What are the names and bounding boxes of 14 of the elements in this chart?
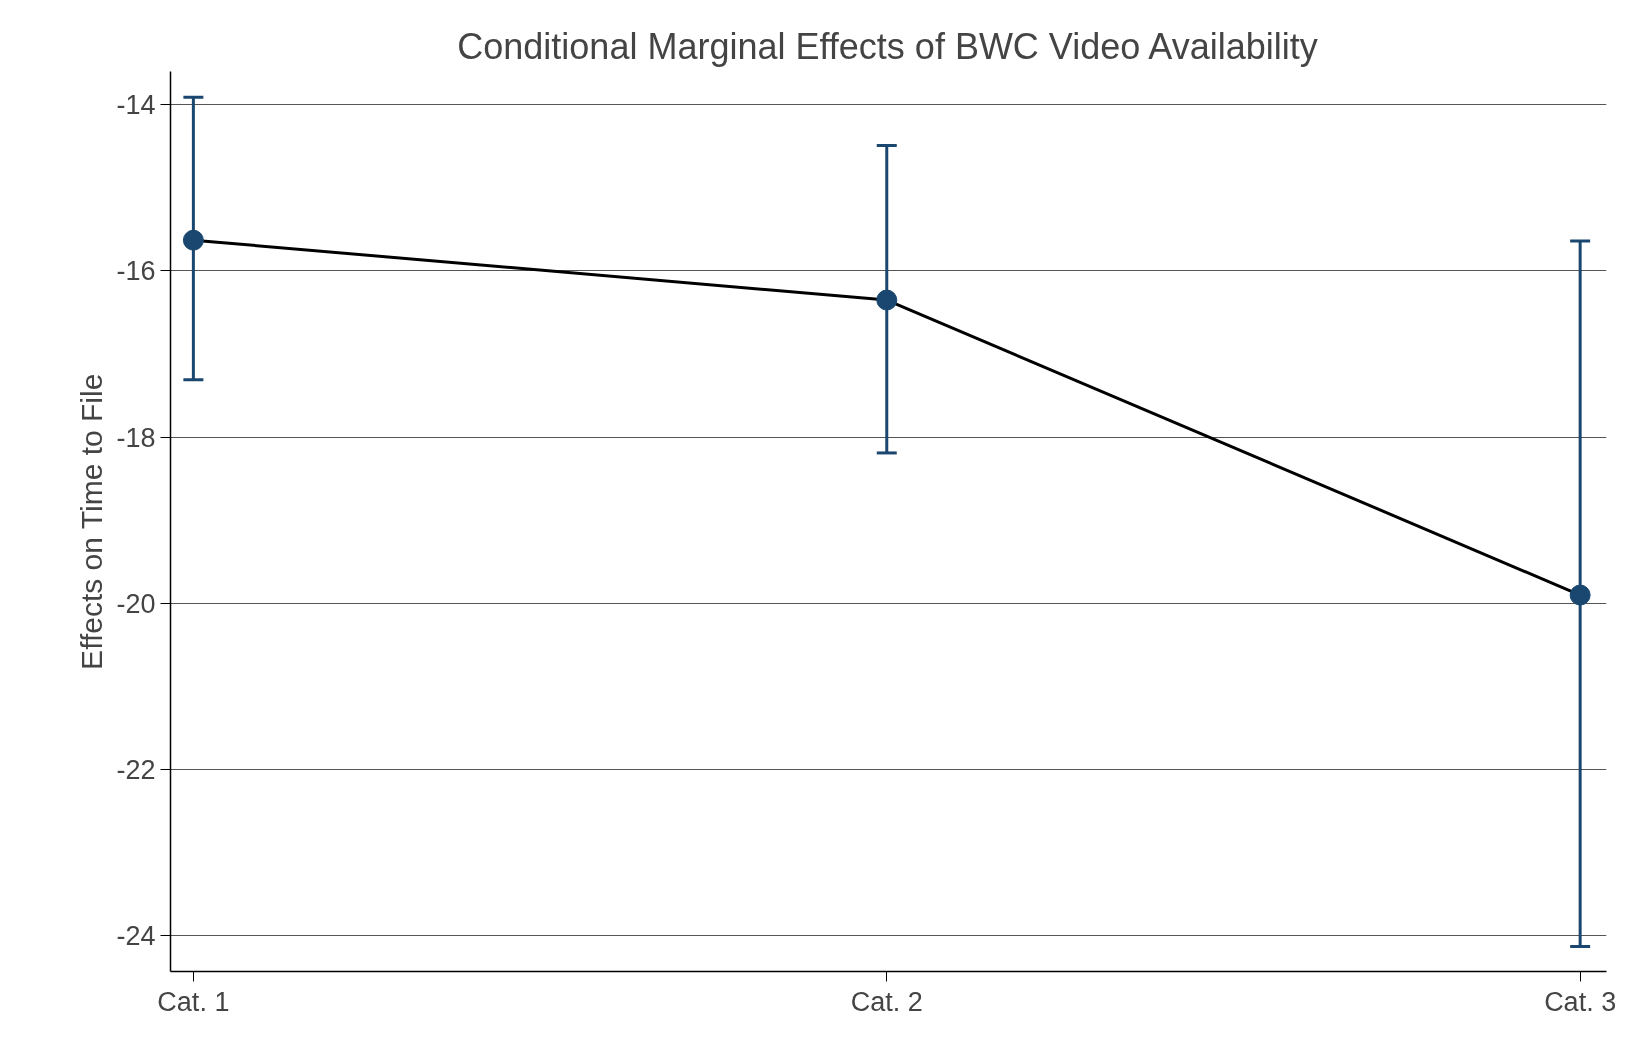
y-axis-title: Effects on Time to File bbox=[75, 373, 109, 670]
point bbox=[876, 289, 898, 311]
y-tick-label: -16 bbox=[116, 256, 156, 287]
x-tick-label: Cat. 2 bbox=[850, 986, 923, 1017]
y-tick-label: -22 bbox=[116, 755, 156, 786]
y-tick-label: -18 bbox=[116, 422, 156, 453]
x-tick-label: Cat. 1 bbox=[157, 986, 230, 1017]
chart-title: Conditional Marginal Effects of BWC Video Availability bbox=[457, 25, 1318, 67]
x-tick-label: Cat. 3 bbox=[1544, 986, 1617, 1017]
y-tick-label: -24 bbox=[116, 921, 156, 952]
y-tick-label: -20 bbox=[116, 588, 156, 619]
y-tick-label: -14 bbox=[116, 90, 156, 121]
point bbox=[1569, 584, 1591, 606]
point bbox=[182, 229, 204, 251]
